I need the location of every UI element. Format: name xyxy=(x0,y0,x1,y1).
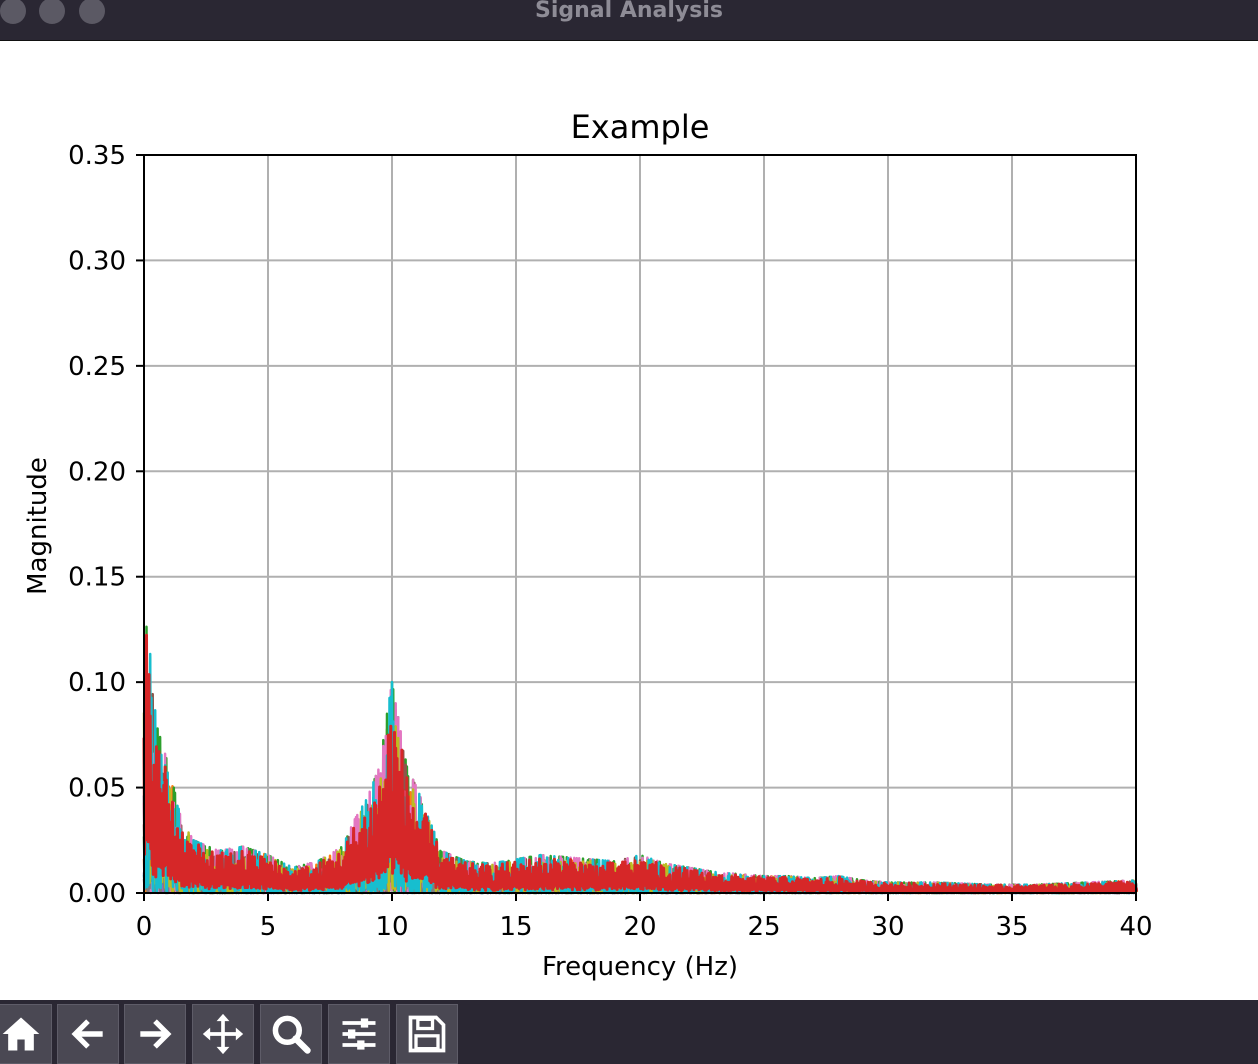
move-icon xyxy=(202,1013,244,1055)
y-tick-label: 0.25 xyxy=(68,352,126,382)
x-tick-label: 35 xyxy=(995,912,1028,942)
maximize-window-button[interactable] xyxy=(79,0,105,24)
magnifier-icon xyxy=(272,1015,311,1054)
forward-button[interactable] xyxy=(124,1004,186,1064)
y-tick-label: 0.30 xyxy=(68,246,126,276)
arrow-right-icon xyxy=(140,1019,172,1049)
window-title: Signal Analysis xyxy=(535,0,723,23)
floppy-disk-icon xyxy=(408,1015,446,1053)
y-axis-label: Magnitude xyxy=(23,457,53,595)
chart-title: Example xyxy=(571,108,710,146)
x-axis-label: Frequency (Hz) xyxy=(542,952,738,982)
x-tick-label: 0 xyxy=(136,912,153,942)
chart-figure[interactable]: Example Frequency (Hz) Magnitude 0 5 10 15 2… xyxy=(0,41,1258,999)
home-button[interactable] xyxy=(0,1004,52,1064)
pan-button[interactable] xyxy=(192,1004,254,1064)
y-tick-label: 0.15 xyxy=(68,563,126,593)
x-tick-label: 30 xyxy=(871,912,904,942)
configure-subplots-button[interactable] xyxy=(328,1004,390,1064)
close-window-button[interactable] xyxy=(0,0,26,24)
title-bar: Signal Analysis xyxy=(0,0,1258,41)
x-tick-label: 40 xyxy=(1119,912,1152,942)
navigation-toolbar xyxy=(0,1000,1258,1064)
back-button[interactable] xyxy=(57,1004,119,1064)
y-tick-label: 0.20 xyxy=(68,457,126,487)
y-tick-label: 0.00 xyxy=(68,879,126,909)
x-tick-label: 10 xyxy=(375,912,408,942)
save-button[interactable] xyxy=(396,1004,458,1064)
spectrum-line xyxy=(142,633,1139,894)
y-tick-label: 0.35 xyxy=(68,141,126,171)
sliders-icon xyxy=(342,1018,376,1050)
minimize-window-button[interactable] xyxy=(39,0,65,24)
plot-area xyxy=(143,154,1137,894)
x-tick-label: 15 xyxy=(499,912,532,942)
arrow-left-icon xyxy=(71,1019,103,1049)
y-tick-label: 0.05 xyxy=(68,774,126,804)
x-tick-label: 20 xyxy=(623,912,656,942)
zoom-button[interactable] xyxy=(260,1004,322,1064)
home-icon xyxy=(2,1017,40,1051)
x-tick-label: 25 xyxy=(747,912,780,942)
y-tick-label: 0.10 xyxy=(68,668,126,698)
x-tick-label: 5 xyxy=(260,912,277,942)
grid-lines xyxy=(143,154,1137,894)
axis-ticks: 0 5 10 15 20 25 30 35 40 0.00 0.05 0.10 0.15 0.20 0.25… xyxy=(68,141,1152,942)
